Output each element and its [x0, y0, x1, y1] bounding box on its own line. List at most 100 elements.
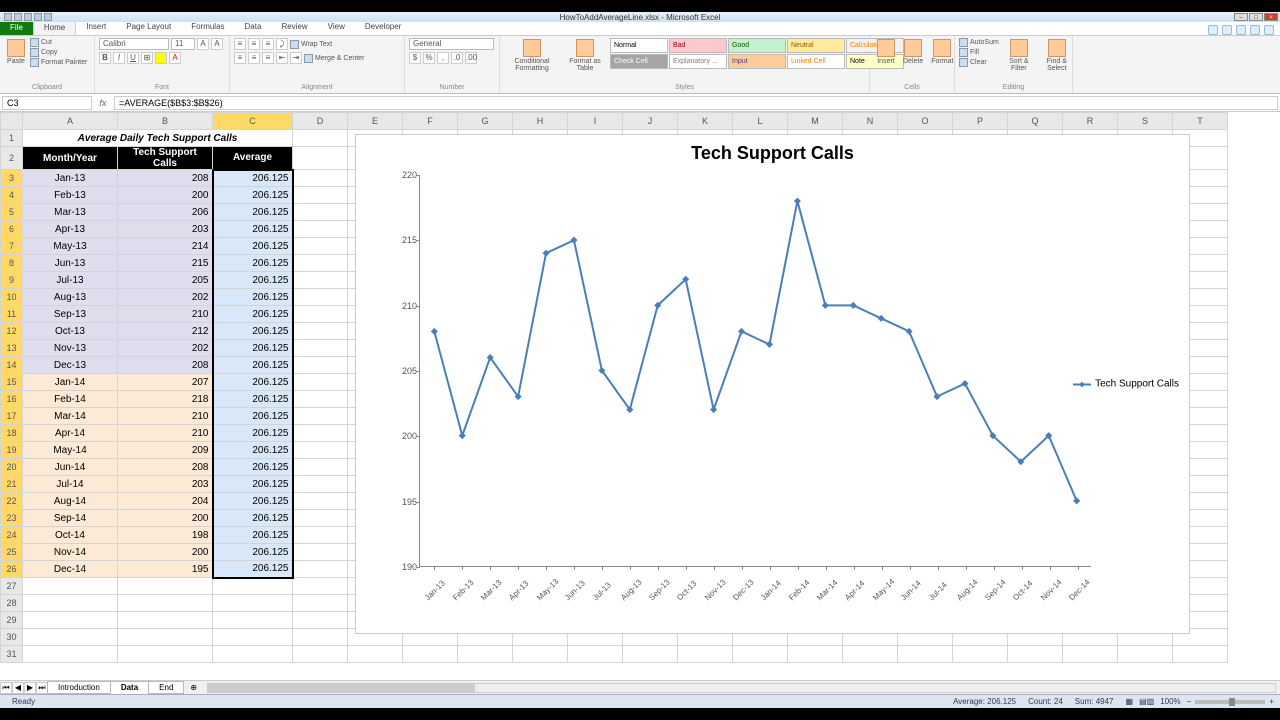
cell[interactable] — [293, 561, 348, 578]
cell[interactable] — [293, 187, 348, 204]
col-header-O[interactable]: O — [898, 113, 953, 130]
insert-cells-button[interactable]: Insert — [874, 38, 898, 66]
row-header[interactable]: 27 — [1, 578, 23, 595]
cell[interactable] — [293, 289, 348, 306]
undo-icon[interactable] — [14, 13, 22, 21]
sheet-nav-next-icon[interactable]: ▶ — [24, 682, 36, 694]
sheet-nav-first-icon[interactable]: ⏮ — [0, 682, 12, 694]
ribbon-tab-page-layout[interactable]: Page Layout — [116, 20, 181, 35]
cell[interactable]: Oct-13 — [23, 323, 118, 340]
cell[interactable] — [118, 629, 213, 646]
dec-decimal-button[interactable]: .00 — [465, 52, 477, 64]
zoom-out-button[interactable]: − — [1187, 697, 1192, 706]
font-size-select[interactable]: 11 — [171, 38, 195, 50]
cell[interactable]: 206.125 — [213, 238, 293, 255]
redo-icon[interactable] — [24, 13, 32, 21]
cell[interactable]: 210 — [118, 425, 213, 442]
minimize-ribbon-icon[interactable] — [1208, 25, 1218, 35]
align-center-button[interactable]: ≡ — [248, 52, 260, 64]
row-header[interactable]: 14 — [1, 357, 23, 374]
name-box[interactable]: C3 — [2, 96, 92, 110]
cell[interactable]: Jun-14 — [23, 459, 118, 476]
cell[interactable]: 206.125 — [213, 272, 293, 289]
cell[interactable] — [458, 646, 513, 663]
cell[interactable] — [23, 595, 118, 612]
cell[interactable] — [678, 646, 733, 663]
cell[interactable]: 203 — [118, 476, 213, 493]
col-header-K[interactable]: K — [678, 113, 733, 130]
cell[interactable] — [293, 221, 348, 238]
cell[interactable]: Apr-14 — [23, 425, 118, 442]
comma-button[interactable]: , — [437, 52, 449, 64]
cell[interactable] — [843, 646, 898, 663]
align-top-button[interactable]: ≡ — [234, 38, 246, 50]
cell[interactable]: May-13 — [23, 238, 118, 255]
view-break-icon[interactable]: ▧ — [1147, 697, 1155, 706]
cut-button[interactable]: Cut — [30, 38, 87, 47]
col-header-A[interactable]: A — [23, 113, 118, 130]
cell[interactable]: 206.125 — [213, 170, 293, 187]
cell[interactable] — [293, 510, 348, 527]
row-header[interactable]: 24 — [1, 527, 23, 544]
cell[interactable] — [118, 612, 213, 629]
cell[interactable]: 198 — [118, 527, 213, 544]
row-header[interactable]: 23 — [1, 510, 23, 527]
align-left-button[interactable]: ≡ — [234, 52, 246, 64]
cell[interactable]: 195 — [118, 561, 213, 578]
cell[interactable] — [293, 595, 348, 612]
window-min-icon[interactable] — [1236, 25, 1246, 35]
row-header[interactable]: 29 — [1, 612, 23, 629]
cell[interactable] — [898, 646, 953, 663]
col-header-L[interactable]: L — [733, 113, 788, 130]
cell[interactable]: 206.125 — [213, 442, 293, 459]
col-header-P[interactable]: P — [953, 113, 1008, 130]
delete-cells-button[interactable]: Delete — [900, 38, 926, 66]
align-middle-button[interactable]: ≡ — [248, 38, 260, 50]
ribbon-tab-insert[interactable]: Insert — [76, 20, 116, 35]
indent-inc-button[interactable]: ⇥ — [290, 52, 302, 64]
cell[interactable]: 206.125 — [213, 204, 293, 221]
ribbon-tab-developer[interactable]: Developer — [355, 20, 411, 35]
cell[interactable]: Jan-14 — [23, 374, 118, 391]
cell[interactable] — [23, 646, 118, 663]
currency-button[interactable]: $ — [409, 52, 421, 64]
border-button[interactable]: ⊞ — [141, 52, 153, 64]
row-header[interactable]: 26 — [1, 561, 23, 578]
wrap-text-button[interactable]: Wrap Text — [290, 40, 332, 49]
cell[interactable]: 202 — [118, 340, 213, 357]
cell[interactable] — [293, 357, 348, 374]
cell[interactable]: 208 — [118, 459, 213, 476]
cell[interactable]: Aug-13 — [23, 289, 118, 306]
cell[interactable] — [118, 595, 213, 612]
select-all-corner[interactable] — [1, 113, 23, 130]
cell[interactable] — [213, 646, 293, 663]
row-header[interactable]: 16 — [1, 391, 23, 408]
cell[interactable] — [23, 629, 118, 646]
cell[interactable]: 207 — [118, 374, 213, 391]
cell[interactable] — [293, 255, 348, 272]
cell[interactable] — [293, 272, 348, 289]
cell[interactable]: Mar-14 — [23, 408, 118, 425]
col-header-E[interactable]: E — [348, 113, 403, 130]
cell-style-normal[interactable]: Normal — [610, 38, 668, 53]
row-header[interactable]: 7 — [1, 238, 23, 255]
cell[interactable] — [788, 646, 843, 663]
merge-center-button[interactable]: Merge & Center — [304, 54, 364, 63]
cell[interactable]: 206.125 — [213, 493, 293, 510]
cell[interactable]: 212 — [118, 323, 213, 340]
col-header-S[interactable]: S — [1118, 113, 1173, 130]
cell[interactable]: 208 — [118, 170, 213, 187]
col-header-Q[interactable]: Q — [1008, 113, 1063, 130]
cell-styles-gallery[interactable]: NormalBadGoodNeutralCalculationCheck Cel… — [610, 38, 904, 69]
format-cells-button[interactable]: Format — [928, 38, 956, 66]
cell[interactable] — [213, 578, 293, 595]
row-header[interactable]: 15 — [1, 374, 23, 391]
font-name-select[interactable]: Calibri — [99, 38, 169, 50]
col-header-T[interactable]: T — [1173, 113, 1228, 130]
cell[interactable] — [1118, 646, 1173, 663]
formula-input[interactable]: =AVERAGE($B$3:$B$26) — [114, 96, 1278, 110]
cell[interactable]: Jul-14 — [23, 476, 118, 493]
cell[interactable]: 206.125 — [213, 255, 293, 272]
row-header[interactable]: 18 — [1, 425, 23, 442]
cell[interactable] — [623, 646, 678, 663]
